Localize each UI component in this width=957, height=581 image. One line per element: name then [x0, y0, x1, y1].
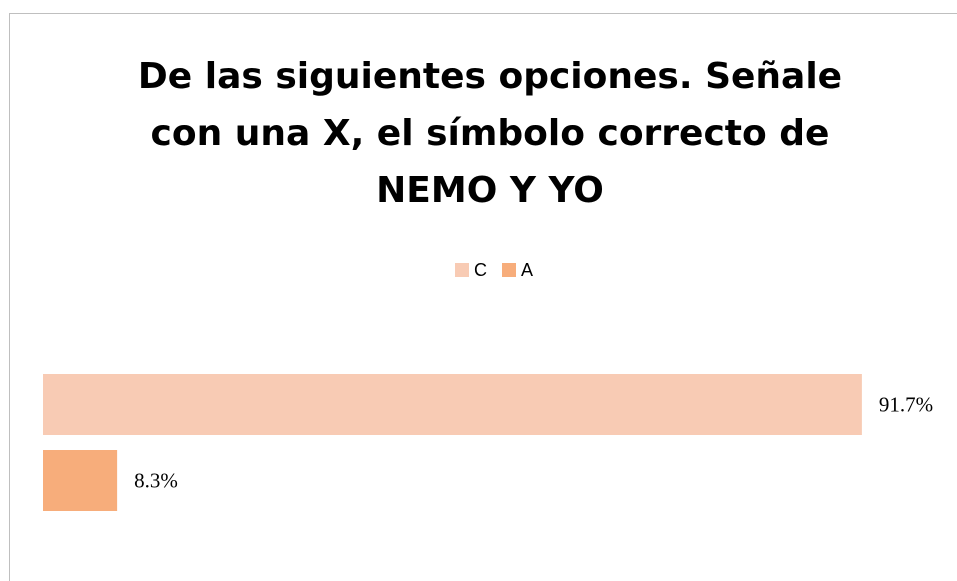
data-label: 91.7% [879, 392, 933, 416]
bar [43, 374, 862, 435]
legend-swatch [455, 263, 469, 277]
legend-swatch [502, 263, 516, 277]
legend-label: C [474, 260, 487, 280]
chart-title: De las siguientes opciones. Señale con u… [137, 56, 843, 211]
legend-label: A [521, 260, 533, 280]
data-label: 8.3% [134, 468, 178, 492]
bar [43, 450, 118, 511]
chart-border [9, 13, 957, 581]
